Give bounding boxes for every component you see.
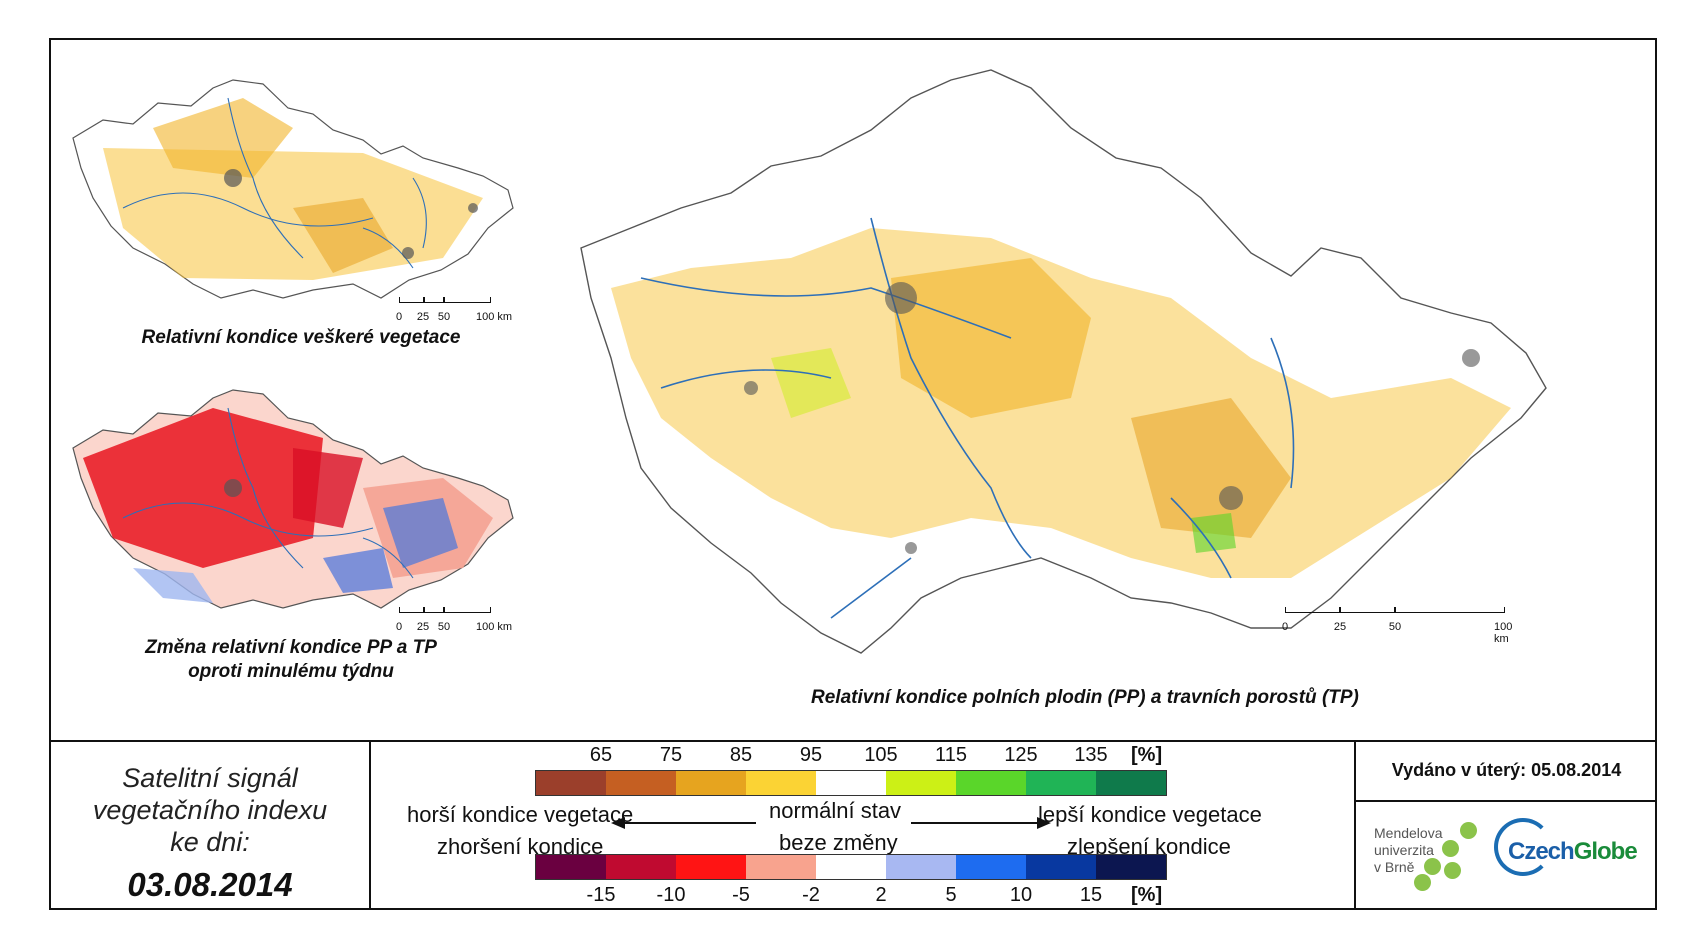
arrow-right-icon xyxy=(1037,817,1051,829)
legend-color-swatch xyxy=(746,855,816,879)
condition-tick: 125 xyxy=(1004,744,1038,766)
change-unit: [%] xyxy=(1131,884,1163,906)
scale-segment xyxy=(444,607,491,613)
czechglobe-arc-icon xyxy=(1494,818,1552,876)
change-tick: -5 xyxy=(732,884,750,906)
condition-tick: 95 xyxy=(799,744,823,766)
scale-segment xyxy=(444,297,491,303)
arrow-left-icon xyxy=(611,817,625,829)
legend-color-swatch xyxy=(536,855,606,879)
report-frame: 0 25 50 100 km Relativní kondice veškeré… xyxy=(49,38,1657,910)
legend-color-swatch xyxy=(1096,855,1166,879)
change-tick: 2 xyxy=(875,884,887,906)
legend-color-swatch xyxy=(1026,855,1096,879)
condition-tick: 85 xyxy=(729,744,753,766)
map-weekly-change xyxy=(63,368,523,628)
divider-vertical xyxy=(1354,740,1356,908)
issue-box: Vydáno v úterý: 05.08.2014 Mendelova uni… xyxy=(1356,740,1657,912)
change-tick: 15 xyxy=(1079,884,1103,906)
label-worse-condition: horší kondice vegetace xyxy=(407,802,634,827)
change-tick: 10 xyxy=(1009,884,1033,906)
acquisition-date: 03.08.2014 xyxy=(127,866,293,903)
legend-color-swatch xyxy=(1096,771,1166,795)
czech-map-overall xyxy=(72,79,514,299)
condition-tick: 65 xyxy=(589,744,613,766)
scale-tick: 25 xyxy=(416,621,430,633)
legend: 65 75 85 95 105 115 125 135 [%] horší ko… xyxy=(371,740,1354,912)
date-box-description: Satelitní signál vegetačního indexu ke d… xyxy=(92,763,328,857)
mendel-logo-dot xyxy=(1424,858,1441,875)
scale-segment xyxy=(399,297,424,303)
mendel-logo-dot xyxy=(1414,874,1431,891)
mendel-logo-dot xyxy=(1460,822,1477,839)
mendel-logo-dot xyxy=(1442,840,1459,857)
legend-color-swatch xyxy=(956,855,1026,879)
scale-tick: 50 xyxy=(437,311,451,323)
divider-horizontal xyxy=(51,740,1655,742)
legend-color-swatch xyxy=(816,771,886,795)
change-tick: -10 xyxy=(656,884,686,906)
condition-unit: [%] xyxy=(1131,744,1163,766)
legend-color-swatch xyxy=(886,855,956,879)
legend-color-swatch xyxy=(886,771,956,795)
scale-segment xyxy=(1340,607,1395,613)
scale-segment xyxy=(1395,607,1505,613)
map-crops-grasslands xyxy=(571,58,1651,678)
scale-tick: 50 xyxy=(1388,621,1402,633)
condition-color-scale xyxy=(535,770,1167,796)
scale-tick: 100 km xyxy=(475,621,513,633)
legend-color-swatch xyxy=(956,771,1026,795)
legend-color-swatch xyxy=(816,855,886,879)
caption-overall-vegetation: Relativní kondice veškeré vegetace xyxy=(141,327,461,348)
date-box: Satelitní signál vegetačního indexu ke d… xyxy=(51,740,369,912)
legend-color-swatch xyxy=(676,855,746,879)
legend-color-swatch xyxy=(606,855,676,879)
divider-vertical xyxy=(369,740,371,908)
czechglobe-wordmark: CzechGlobe xyxy=(1508,838,1638,865)
czechglobe-logo: CzechGlobe xyxy=(1494,818,1644,884)
legend-color-swatch xyxy=(536,771,606,795)
scale-bar-main: 0 25 50 100 km xyxy=(1281,607,1545,645)
scale-tick: 25 xyxy=(1333,621,1347,633)
scale-tick: 50 xyxy=(437,621,451,633)
scale-tick: 0 xyxy=(1281,621,1289,633)
mendel-university-logo-text: Mendelova univerzita v Brně xyxy=(1374,825,1443,875)
arrow-better xyxy=(911,822,1039,824)
caption-weekly-change: Změna relativní kondice PP a TP oproti m… xyxy=(145,637,437,682)
change-tick: -2 xyxy=(802,884,820,906)
scale-tick: 25 xyxy=(416,311,430,323)
mendel-logo-dot xyxy=(1444,862,1461,879)
arrow-worse xyxy=(621,822,756,824)
scale-tick: 0 xyxy=(395,311,403,323)
condition-tick: 75 xyxy=(659,744,683,766)
czech-map-main xyxy=(580,69,1547,654)
map-overall-vegetation xyxy=(63,58,523,318)
scale-segment xyxy=(1285,607,1340,613)
scale-tick: 0 xyxy=(395,621,403,633)
legend-color-swatch xyxy=(676,771,746,795)
scale-segment xyxy=(399,607,424,613)
scale-segment xyxy=(424,607,444,613)
scale-bar-overall: 0 25 50 100 km xyxy=(395,297,549,327)
scale-tick: 100 km xyxy=(1494,621,1513,645)
change-tick: -15 xyxy=(586,884,616,906)
issue-date: Vydáno v úterý: 05.08.2014 xyxy=(1356,740,1657,802)
legend-color-swatch xyxy=(1026,771,1096,795)
condition-tick: 115 xyxy=(935,744,967,766)
scale-tick: 100 km xyxy=(475,311,513,323)
label-normal-state: normální stav xyxy=(769,798,902,823)
scale-segment xyxy=(424,297,444,303)
condition-tick: 135 xyxy=(1074,744,1108,766)
label-no-change: beze změny xyxy=(779,830,898,855)
label-better-condition: lepší kondice vegetace xyxy=(1038,802,1262,827)
caption-main-map: Relativní kondice polních plodin (PP) a … xyxy=(811,687,1359,708)
change-color-scale xyxy=(535,854,1167,880)
scale-bar-change: 0 25 50 100 km xyxy=(395,607,549,637)
czech-map-change xyxy=(72,389,514,609)
change-tick: 5 xyxy=(945,884,957,906)
legend-color-swatch xyxy=(606,771,676,795)
legend-color-swatch xyxy=(746,771,816,795)
condition-tick: 105 xyxy=(864,744,898,766)
